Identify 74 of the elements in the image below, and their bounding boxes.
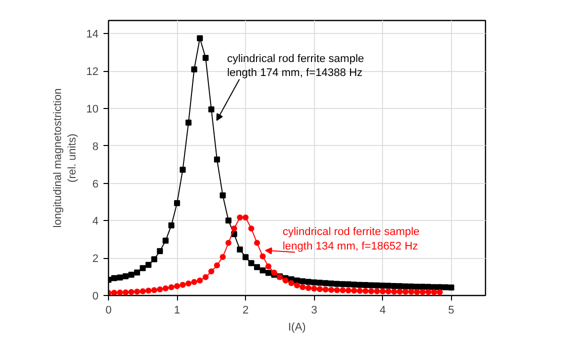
point: [391, 288, 398, 295]
point: [185, 280, 192, 287]
point: [402, 288, 409, 295]
point: [420, 288, 426, 295]
x-axis-title: I(A): [288, 322, 306, 334]
point: [380, 288, 386, 294]
y-tick-label: 14: [86, 28, 99, 41]
point: [385, 288, 392, 294]
point: [111, 290, 118, 296]
x-tick-label: 3: [311, 304, 318, 316]
point: [134, 288, 140, 295]
point: [322, 286, 329, 293]
point: [202, 274, 209, 280]
point: [116, 290, 123, 296]
point: [156, 286, 163, 292]
annotation: cylindrical rod ferrite sample length 174 mm, f=14388 Hz: [227, 52, 364, 80]
point: [220, 254, 226, 260]
point: [248, 226, 254, 232]
point: [196, 278, 203, 284]
point: [294, 282, 300, 288]
point: [208, 268, 214, 274]
y-tick-label: 8: [92, 140, 99, 153]
x-tick-label: 4: [380, 304, 386, 316]
point: [180, 282, 186, 288]
point: [254, 240, 260, 246]
point: [311, 286, 318, 292]
point: [225, 240, 232, 246]
point: [140, 288, 146, 294]
point: [362, 288, 369, 294]
point: [214, 262, 220, 268]
point: [168, 284, 174, 290]
x-tick-label: 5: [448, 304, 454, 316]
point: [300, 284, 306, 290]
point: [368, 288, 374, 294]
point: [265, 263, 272, 270]
point: [340, 287, 346, 294]
y-tick-label: 0: [92, 290, 99, 302]
point: [374, 288, 380, 294]
y-axis-title: longitudinal magnetostriction (rel. units): [52, 88, 78, 228]
y-tick-label: 4: [92, 216, 99, 228]
point: [231, 226, 238, 232]
point: [145, 288, 152, 294]
point: [408, 288, 414, 295]
point: [282, 278, 289, 284]
point: [305, 285, 312, 292]
point: [122, 289, 129, 296]
y-tick-label: 10: [86, 103, 99, 116]
point: [151, 287, 158, 294]
point: [288, 280, 294, 286]
point: [328, 286, 334, 293]
point: [436, 289, 443, 296]
x-tick-label: 1: [174, 304, 180, 316]
x-tick-label: 2: [242, 304, 249, 316]
point: [128, 288, 134, 295]
point: [242, 214, 249, 220]
point: [351, 288, 358, 294]
point: [316, 286, 323, 292]
y-tick-label: 12: [86, 66, 99, 78]
y-tick-label: 2: [92, 253, 99, 266]
point: [260, 253, 266, 260]
point: [431, 289, 438, 296]
y-tick-label: 6: [92, 178, 99, 190]
point: [236, 214, 243, 220]
point: [191, 279, 198, 286]
annotation: cylindrical rod ferrite sample length 134 mm, f=18652 Hz: [282, 226, 420, 252]
point: [174, 283, 180, 290]
point: [425, 288, 432, 295]
point: [162, 285, 169, 292]
point: [414, 288, 420, 295]
point: [396, 288, 403, 295]
x-tick-label: 0: [105, 304, 112, 316]
point: [345, 287, 352, 294]
point: [334, 287, 340, 294]
point: [356, 288, 363, 294]
